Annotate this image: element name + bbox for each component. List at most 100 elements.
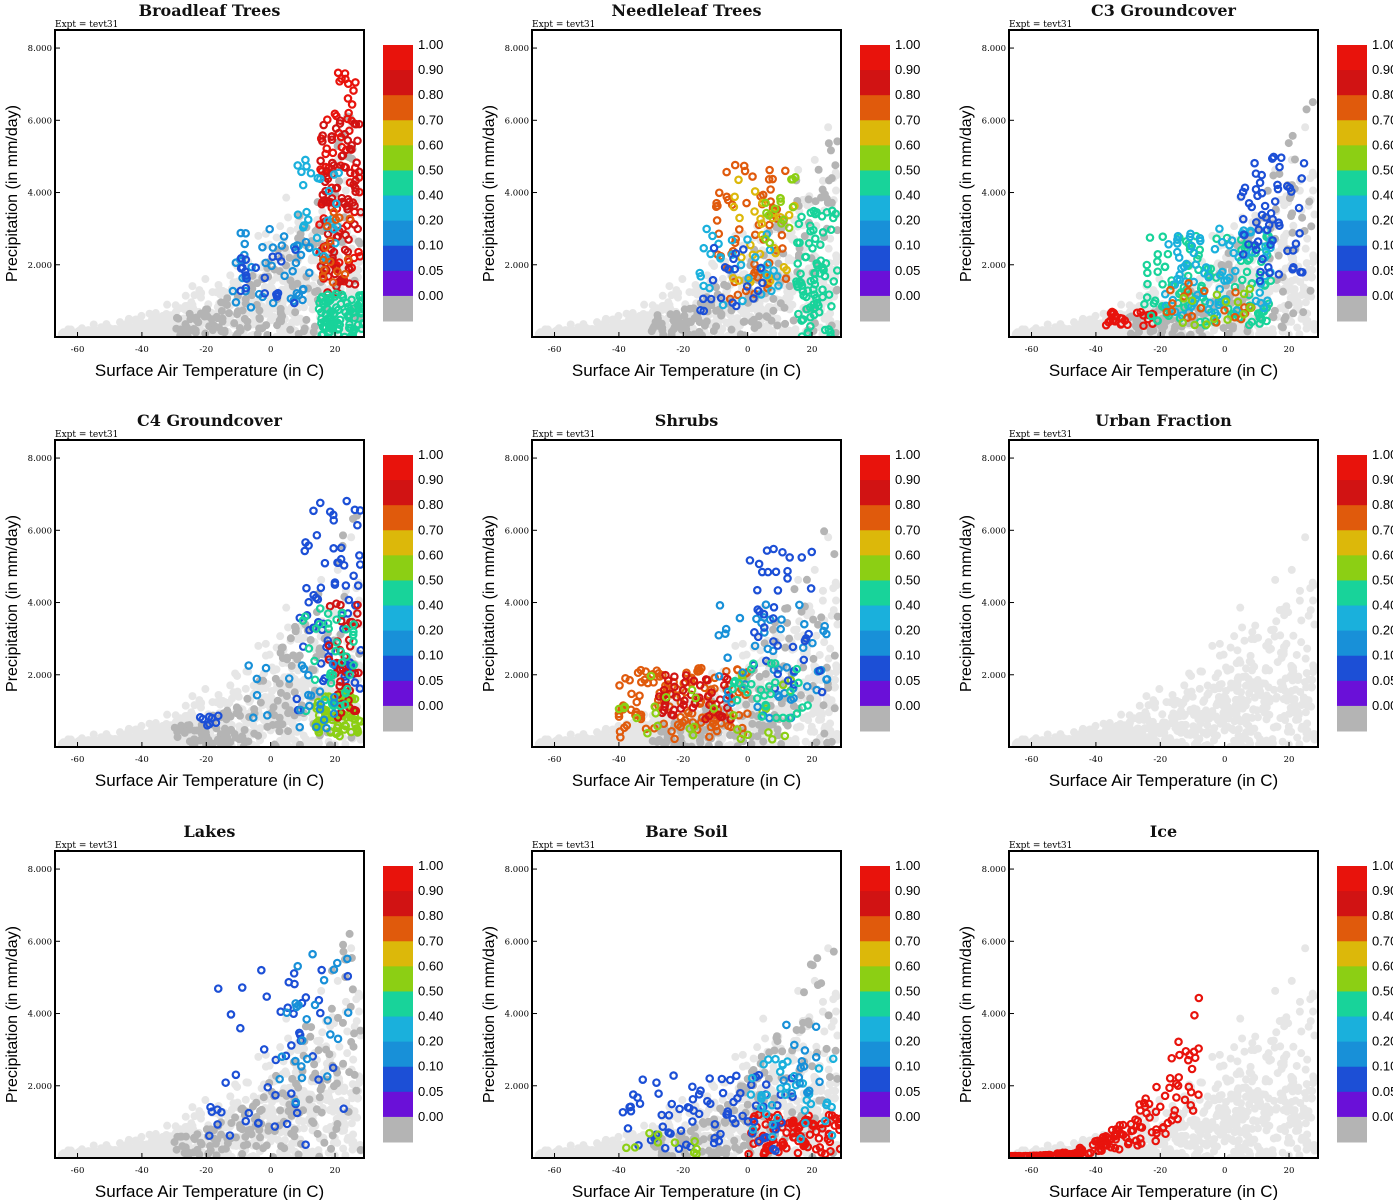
background-point <box>341 740 350 747</box>
scatter-point <box>1178 318 1188 327</box>
background-point <box>583 327 592 336</box>
colorbar-label: 0.10 <box>1372 238 1393 253</box>
background-point <box>1091 318 1100 327</box>
scatter-point <box>762 270 772 280</box>
scatter-point <box>298 180 308 190</box>
zero-fraction-point <box>235 735 244 744</box>
scatter-point <box>1189 248 1199 258</box>
colorbar-swatch <box>1337 95 1367 121</box>
scatter-point <box>758 198 767 208</box>
scatter-point <box>349 571 358 581</box>
scatter-point <box>1274 270 1284 279</box>
scatter-point <box>1164 239 1173 249</box>
scatter-point <box>326 257 335 267</box>
zero-fraction-point <box>225 309 234 318</box>
scatter-point <box>791 173 800 182</box>
scatter-point <box>1205 298 1215 308</box>
zero-fraction-point <box>233 307 242 316</box>
scatter-point <box>246 303 256 312</box>
scatter-point <box>344 235 353 244</box>
scatter-point <box>806 321 815 331</box>
scatter-point <box>350 313 359 323</box>
background-point <box>1309 251 1318 260</box>
background-point <box>181 291 190 300</box>
zero-fraction-point <box>177 721 186 730</box>
zero-fraction-point <box>213 735 222 744</box>
scatter-point <box>826 225 836 235</box>
scatter-point <box>304 243 314 253</box>
background-point <box>97 733 106 742</box>
scatter-point <box>329 170 339 179</box>
background-point <box>629 317 638 326</box>
scatter-point <box>298 616 308 625</box>
background-point <box>1268 329 1277 337</box>
scatter-point <box>344 264 354 273</box>
zero-fraction-point <box>1277 322 1286 331</box>
scatter-point <box>300 546 310 556</box>
scatter-point <box>332 723 342 733</box>
background-point <box>1295 330 1304 337</box>
background-point <box>832 186 841 195</box>
zero-fraction-point <box>203 305 212 314</box>
zero-fraction-point <box>1268 312 1277 321</box>
scatter-point <box>341 721 351 731</box>
background-point <box>356 735 364 744</box>
scatter-point <box>797 316 806 325</box>
x-tick-label: 0 <box>268 755 273 765</box>
zero-fraction-point <box>1284 139 1293 148</box>
background-point <box>629 323 638 332</box>
colorbar-swatch <box>1337 145 1367 171</box>
colorbar-label: 0.10 <box>418 648 443 663</box>
scatter-point <box>326 295 335 304</box>
background-point <box>1309 186 1318 195</box>
scatter-point <box>1142 293 1152 302</box>
zero-fraction-point <box>680 311 689 320</box>
scatter-point <box>1202 320 1211 329</box>
zero-fraction-point <box>290 688 299 697</box>
scatter-point <box>337 543 346 553</box>
points-layer <box>534 527 841 747</box>
colorbar-swatch <box>860 70 890 96</box>
scatter-point <box>1173 235 1182 245</box>
scatter-point <box>1291 239 1301 248</box>
background-point <box>658 305 667 314</box>
zero-fraction-point <box>712 283 721 292</box>
x-tick-label: -60 <box>1025 345 1039 355</box>
scatter-point <box>753 286 763 296</box>
scatter-point <box>782 265 791 275</box>
scatter-point <box>325 671 335 680</box>
zero-fraction-point <box>1298 213 1307 222</box>
scatter-point <box>310 656 319 666</box>
background-point <box>242 719 251 728</box>
zero-fraction-point <box>781 319 790 328</box>
zero-fraction-point <box>785 282 794 291</box>
background-point <box>678 275 687 284</box>
scatter-point <box>1153 250 1163 259</box>
background-point <box>832 251 841 260</box>
zero-fraction-point <box>183 332 192 337</box>
scatter-point <box>1229 248 1238 258</box>
scatter-point <box>280 271 289 281</box>
scatter-point <box>311 624 321 633</box>
scatter-point <box>332 199 341 208</box>
scatter-point <box>312 530 322 540</box>
background-point <box>254 641 263 650</box>
zero-fraction-point <box>294 329 303 337</box>
background-point <box>1302 259 1311 268</box>
colorbar: 1.000.900.800.700.600.500.400.200.100.05… <box>383 447 443 732</box>
scatter-point <box>292 288 302 298</box>
colorbar-swatch <box>383 220 413 247</box>
zero-fraction-point <box>189 314 198 323</box>
zero-fraction-point <box>295 740 304 747</box>
zero-fraction-point <box>309 328 318 337</box>
colorbar-label: 0.05 <box>1372 263 1393 278</box>
scatter-point <box>796 269 805 279</box>
scatter-point <box>1172 247 1182 257</box>
scatter-point <box>1187 241 1197 251</box>
scatter-point <box>1273 184 1283 194</box>
scatter-point <box>1251 245 1261 255</box>
zero-fraction-point <box>762 312 771 321</box>
scatter-point <box>716 293 726 303</box>
zero-fraction-point <box>676 321 685 330</box>
